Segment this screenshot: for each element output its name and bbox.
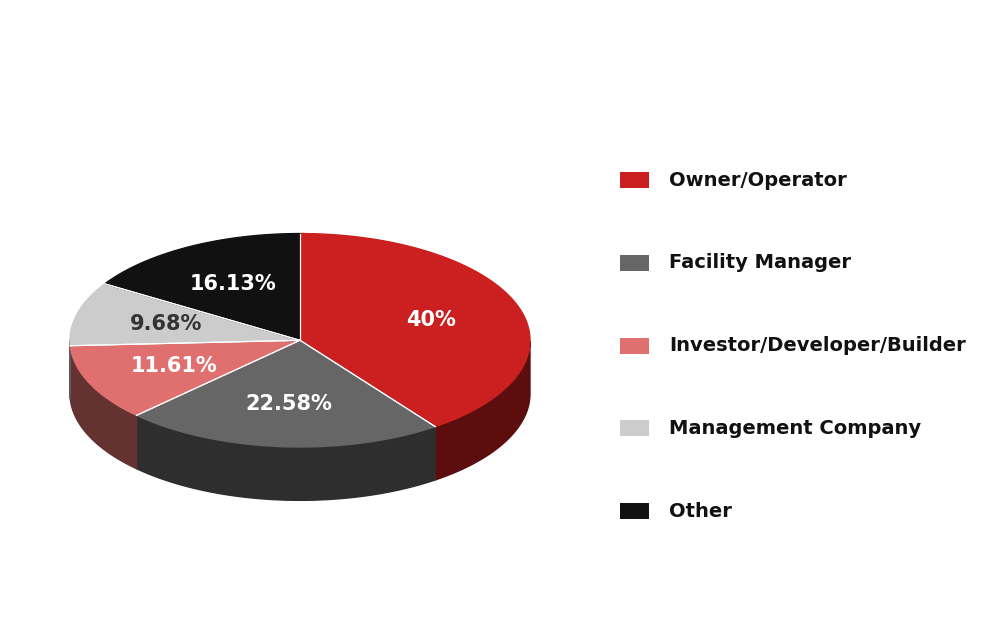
Text: Management Company: Management Company <box>669 419 921 438</box>
Polygon shape <box>70 346 137 468</box>
Text: Investor/Developer/Builder: Investor/Developer/Builder <box>669 336 966 355</box>
Text: 40%: 40% <box>406 311 456 330</box>
Text: 16.13%: 16.13% <box>190 274 276 295</box>
FancyBboxPatch shape <box>620 172 649 189</box>
FancyBboxPatch shape <box>620 420 649 436</box>
FancyBboxPatch shape <box>620 337 649 353</box>
Polygon shape <box>300 234 530 427</box>
Text: Facility Manager: Facility Manager <box>669 254 851 272</box>
FancyBboxPatch shape <box>620 503 649 519</box>
Polygon shape <box>137 340 435 447</box>
Text: Other: Other <box>669 502 732 521</box>
Text: 9.68%: 9.68% <box>130 314 203 334</box>
Polygon shape <box>137 415 435 500</box>
FancyBboxPatch shape <box>620 255 649 271</box>
Polygon shape <box>70 340 300 415</box>
Text: 11.61%: 11.61% <box>130 356 217 376</box>
Ellipse shape <box>70 287 530 500</box>
Polygon shape <box>70 284 300 346</box>
Text: 22.58%: 22.58% <box>245 394 332 414</box>
Text: Respondents: Respondents <box>18 19 324 61</box>
Polygon shape <box>435 341 530 480</box>
Text: Owner/Operator: Owner/Operator <box>669 171 847 190</box>
Polygon shape <box>105 234 300 340</box>
